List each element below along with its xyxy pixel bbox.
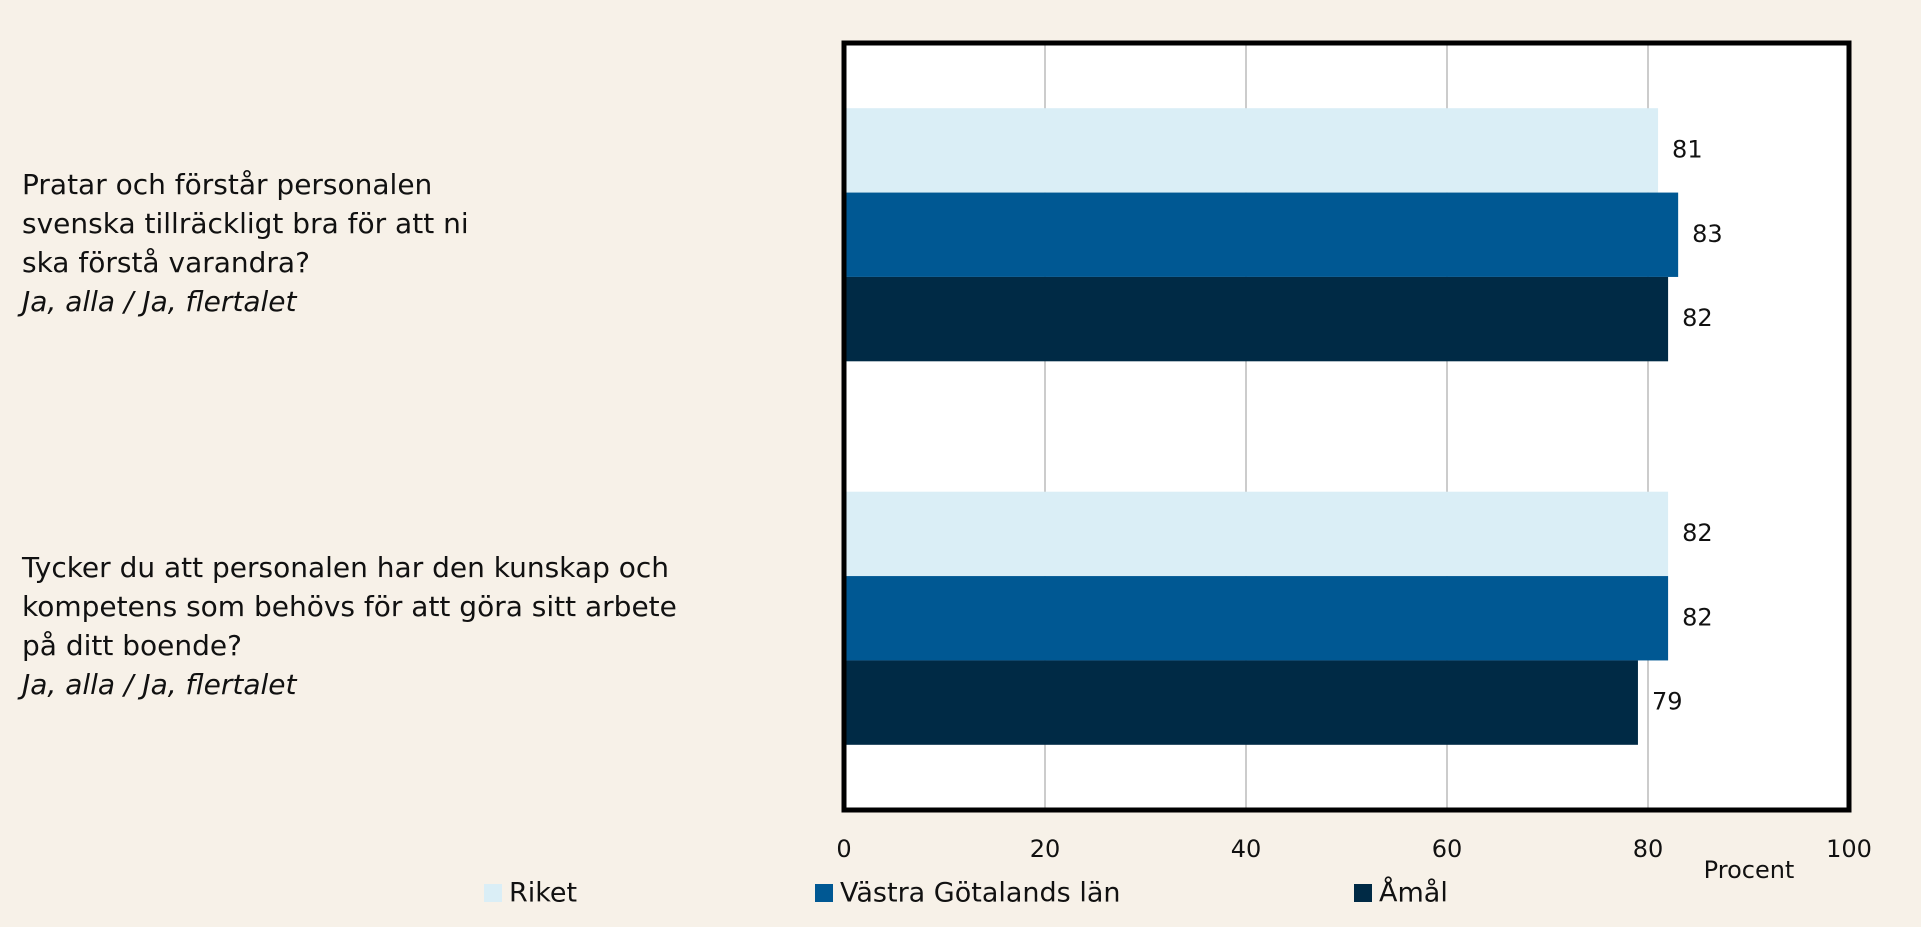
legend-swatch [1354, 884, 1372, 902]
x-axis-label: Procent [1704, 856, 1795, 884]
data-label: 81 [1672, 135, 1703, 163]
data-label: 82 [1682, 603, 1713, 631]
x-tick-label: 100 [1826, 835, 1872, 863]
bar [844, 276, 1669, 362]
category-note: Ja, alla / Ja, flertalet [22, 668, 297, 702]
category-note: Ja, alla / Ja, flertalet [22, 284, 297, 318]
data-label: 79 [1652, 688, 1683, 716]
category-label: Tycker du att personalen har den kunskap… [22, 548, 712, 704]
bar [844, 576, 1669, 661]
legend-swatch [815, 884, 833, 902]
data-label: 82 [1682, 519, 1713, 547]
legend-label: Riket [509, 878, 577, 909]
bar [844, 108, 1659, 193]
x-tick-label: 0 [836, 835, 851, 863]
bar [844, 192, 1679, 277]
data-label: 83 [1692, 220, 1723, 248]
category-text: Pratar och förstår personalen svenska ti… [22, 167, 469, 279]
category-label: Pratar och förstår personalen svenska ti… [22, 165, 502, 321]
category-text: Tycker du att personalen har den kunskap… [22, 551, 677, 663]
x-tick-label: 20 [1030, 835, 1061, 863]
plot-border [841, 40, 1852, 813]
legend-label: Åmål [1379, 877, 1448, 909]
x-tick-label: 40 [1231, 835, 1262, 863]
bar [844, 660, 1638, 745]
x-tick-label: 80 [1633, 835, 1664, 863]
bar [844, 491, 1669, 577]
legend-label: Västra Götalands län [840, 878, 1120, 909]
data-label: 82 [1682, 304, 1713, 332]
x-tick-label: 60 [1432, 835, 1463, 863]
legend-swatch [484, 884, 502, 902]
